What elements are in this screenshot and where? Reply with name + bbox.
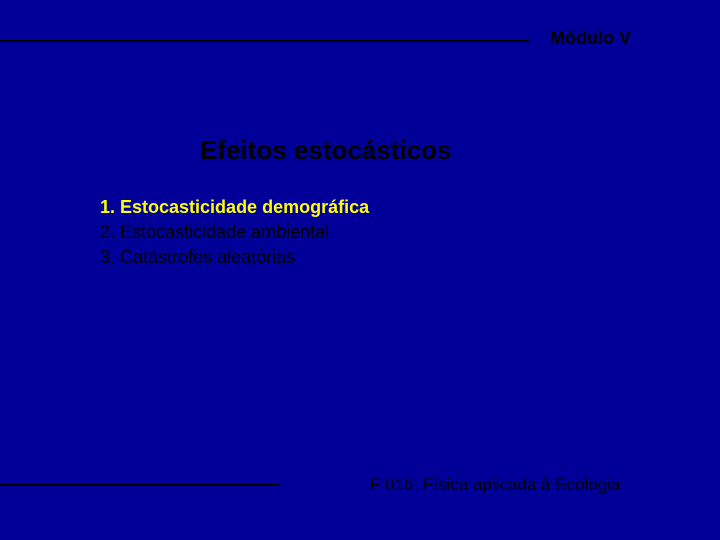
footer-course-label: F 016: Física aplicada à Ecologia (370, 475, 620, 495)
slide-title: Efeitos estocásticos (200, 135, 451, 166)
topic-item-1: 1. Estocasticidade demográfica (100, 195, 369, 220)
topic-item-3: 3. Catástrofes aleatórias (100, 245, 369, 270)
module-label: Módulo V (550, 28, 631, 49)
header-divider-line (0, 40, 530, 42)
topic-list: 1. Estocasticidade demográfica 2. Estoca… (100, 195, 369, 271)
topic-item-2: 2. Estocasticidade ambiental (100, 220, 369, 245)
footer-divider-line (0, 484, 280, 486)
